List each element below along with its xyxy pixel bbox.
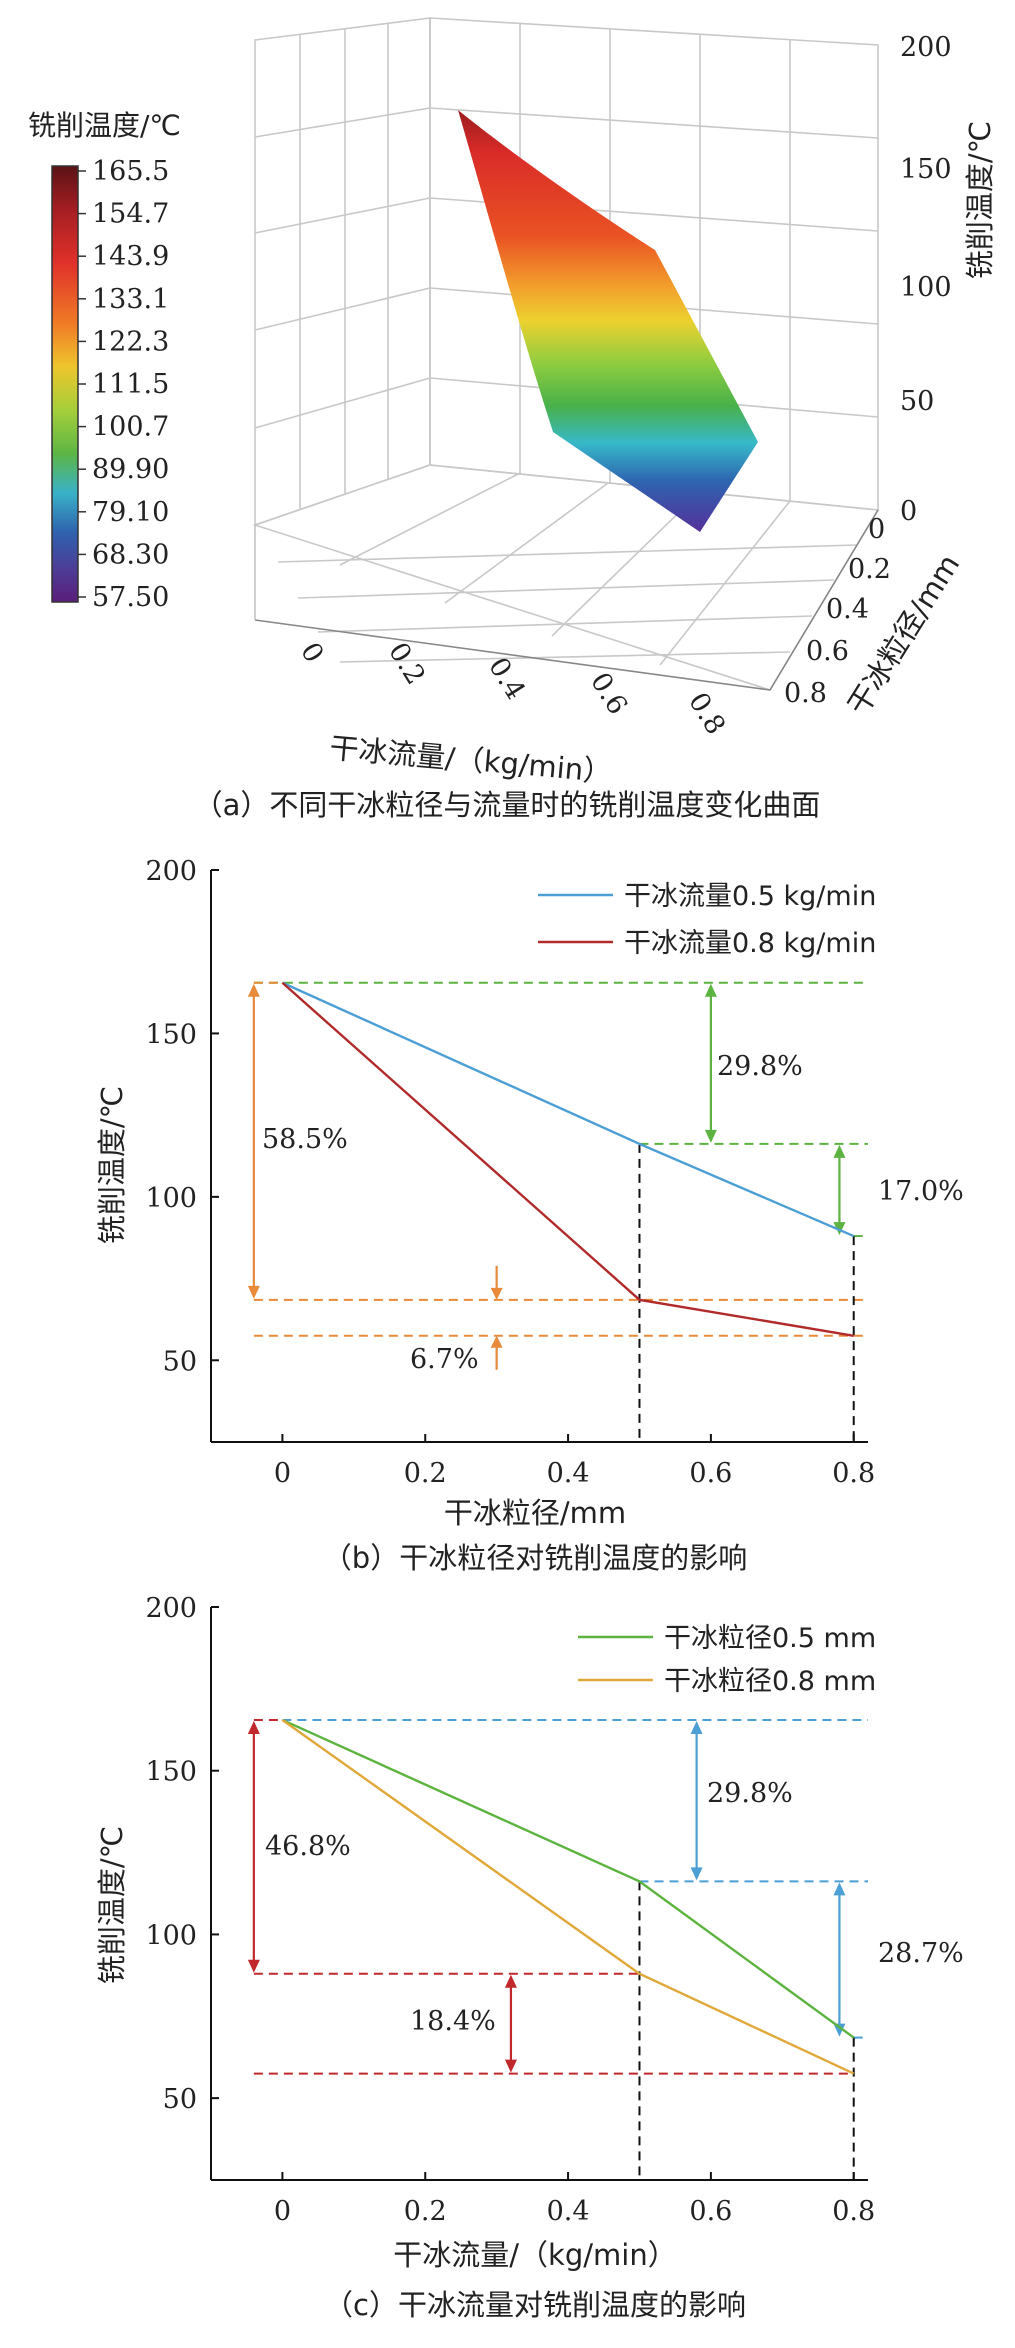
arrow-head (247, 1959, 260, 1973)
x-tick-label: 0.4 (547, 2196, 590, 2227)
x-tick-label: 0.4 (547, 1458, 590, 1489)
z-tick: 200 (900, 32, 952, 63)
colorbar-tick-label: 89.90 (92, 454, 169, 485)
x-tick-label: 0.6 (689, 2196, 732, 2227)
annotation-18-4: 18.4% (410, 2006, 496, 2037)
colorbar-tick-label: 143.9 (92, 241, 169, 272)
annotation-58-5: 58.5% (262, 1124, 348, 1155)
legend-label: 干冰粒径0.8 mm (664, 1666, 876, 1697)
series-line (281, 981, 855, 1238)
y-tick: 0.8 (784, 678, 827, 709)
arrow-head (247, 1720, 260, 1734)
x-axis-label: 干冰流量/（kg/min） (393, 2238, 676, 2272)
y-tick-label: 200 (145, 856, 197, 887)
arrow-head (833, 1144, 846, 1158)
annotation-46-8: 46.8% (265, 1831, 351, 1862)
colorbar-title: 铣削温度/℃ (28, 109, 181, 142)
caption-a: （a）不同干冰粒径与流量时的铣削温度变化曲面 (194, 788, 821, 822)
y-axis-label: 铣削温度/℃ (95, 1086, 129, 1244)
series-line (281, 1718, 855, 2075)
arrow-head (704, 1129, 717, 1143)
x-tick: 0.6 (584, 667, 633, 720)
colorbar-tick-label: 57.50 (92, 582, 169, 613)
x-tick-label: 0.2 (404, 2196, 447, 2227)
y-tick-label: 100 (145, 1183, 197, 1214)
legend-label: 干冰流量0.8 kg/min (624, 928, 876, 959)
caption-b: （b）干冰粒径对铣削温度的影响 (323, 1541, 747, 1575)
arrow-head (833, 1882, 846, 1896)
y-tick-label: 150 (145, 1019, 197, 1050)
annotation-6-7: 6.7% (410, 1344, 479, 1375)
temperature-surface (458, 110, 758, 532)
y-tick: 0.4 (826, 594, 869, 625)
arrow-head (504, 1974, 517, 1988)
colorbar-tick-label: 79.10 (92, 497, 169, 528)
panel-a: 铣削温度/℃ 165.5 154.7 143.9 133.1 122.3 111.5 100… (28, 17, 997, 822)
z-tick: 50 (900, 386, 934, 417)
colorbar (51, 165, 79, 603)
panel-b: 0 0.2 0.4 0.6 0.8 50 100 150 200 29.8% 17.0% 58.… (95, 856, 964, 1575)
annotation-28-7: 28.7% (878, 1938, 964, 1969)
x-axis-label: 干冰粒径/mm (444, 1496, 626, 1530)
arrow-head (504, 2059, 517, 2073)
arrow-head (247, 1285, 260, 1299)
y-tick: 0 (868, 514, 885, 545)
legend-label: 干冰粒径0.5 mm (664, 1623, 876, 1654)
annotation-29-8: 29.8% (707, 1778, 793, 1809)
x-tick-label: 0.8 (832, 2196, 875, 2227)
series-line (281, 1718, 855, 2039)
arrow-head (704, 983, 717, 997)
x-tick: 0.4 (482, 652, 531, 705)
caption-c: （c）干冰流量对铣削温度的影响 (324, 2288, 746, 2322)
legend-label: 干冰流量0.5 kg/min (624, 881, 876, 912)
arrow-head (490, 1287, 503, 1300)
arrow-head (690, 1720, 703, 1734)
x-tick-label: 0.8 (832, 1458, 875, 1489)
colorbar-ticks: 165.5 154.7 143.9 133.1 122.3 111.5 100.7 89.90… (78, 156, 169, 613)
colorbar-tick-label: 100.7 (92, 412, 169, 443)
x-tick-label: 0 (274, 1458, 291, 1489)
panel-c: 0 0.2 0.4 0.6 0.8 50 100 150 200 29.8% 28.7% 46.… (95, 1593, 964, 2322)
arrow-head (690, 1867, 703, 1881)
y-tick-label: 100 (145, 1920, 197, 1951)
annotation-29-8: 29.8% (717, 1051, 803, 1082)
x-tick-label: 0.2 (404, 1458, 447, 1489)
colorbar-tick-label: 122.3 (92, 326, 169, 357)
y-tick: 0.2 (848, 554, 891, 585)
arrow-head (833, 1222, 846, 1236)
x-tick: 0.8 (682, 687, 731, 740)
z-tick: 100 (900, 272, 952, 303)
x-tick: 0 (294, 637, 329, 668)
annotation-17-0: 17.0% (878, 1176, 964, 1207)
y-tick-label: 150 (145, 1757, 197, 1788)
x-tick: 0.2 (382, 637, 431, 690)
z-tick: 150 (900, 154, 952, 185)
colorbar-tick-label: 165.5 (92, 156, 169, 187)
colorbar-tick-label: 68.30 (92, 539, 169, 570)
y-axis-label: 铣削温度/℃ (95, 1826, 129, 1984)
series-line (281, 981, 854, 1337)
y-tick-label: 200 (145, 1593, 197, 1624)
z-tick: 0 (900, 496, 917, 527)
z-axis-label: 铣削温度/℃ (963, 121, 997, 279)
x-axis-label: 干冰流量/（kg/min） (328, 731, 613, 790)
arrow-head (247, 983, 260, 997)
colorbar-tick-label: 154.7 (92, 199, 169, 230)
arrow-head (833, 2023, 846, 2037)
colorbar-tick-label: 111.5 (92, 369, 169, 400)
y-tick-label: 50 (163, 1346, 197, 1377)
arrow-head (490, 1335, 503, 1348)
x-tick-label: 0.6 (689, 1458, 732, 1489)
colorbar-tick-label: 133.1 (92, 284, 169, 315)
y-tick: 0.6 (806, 636, 849, 667)
x-tick-label: 0 (274, 2196, 291, 2227)
y-tick-label: 50 (163, 2084, 197, 2115)
